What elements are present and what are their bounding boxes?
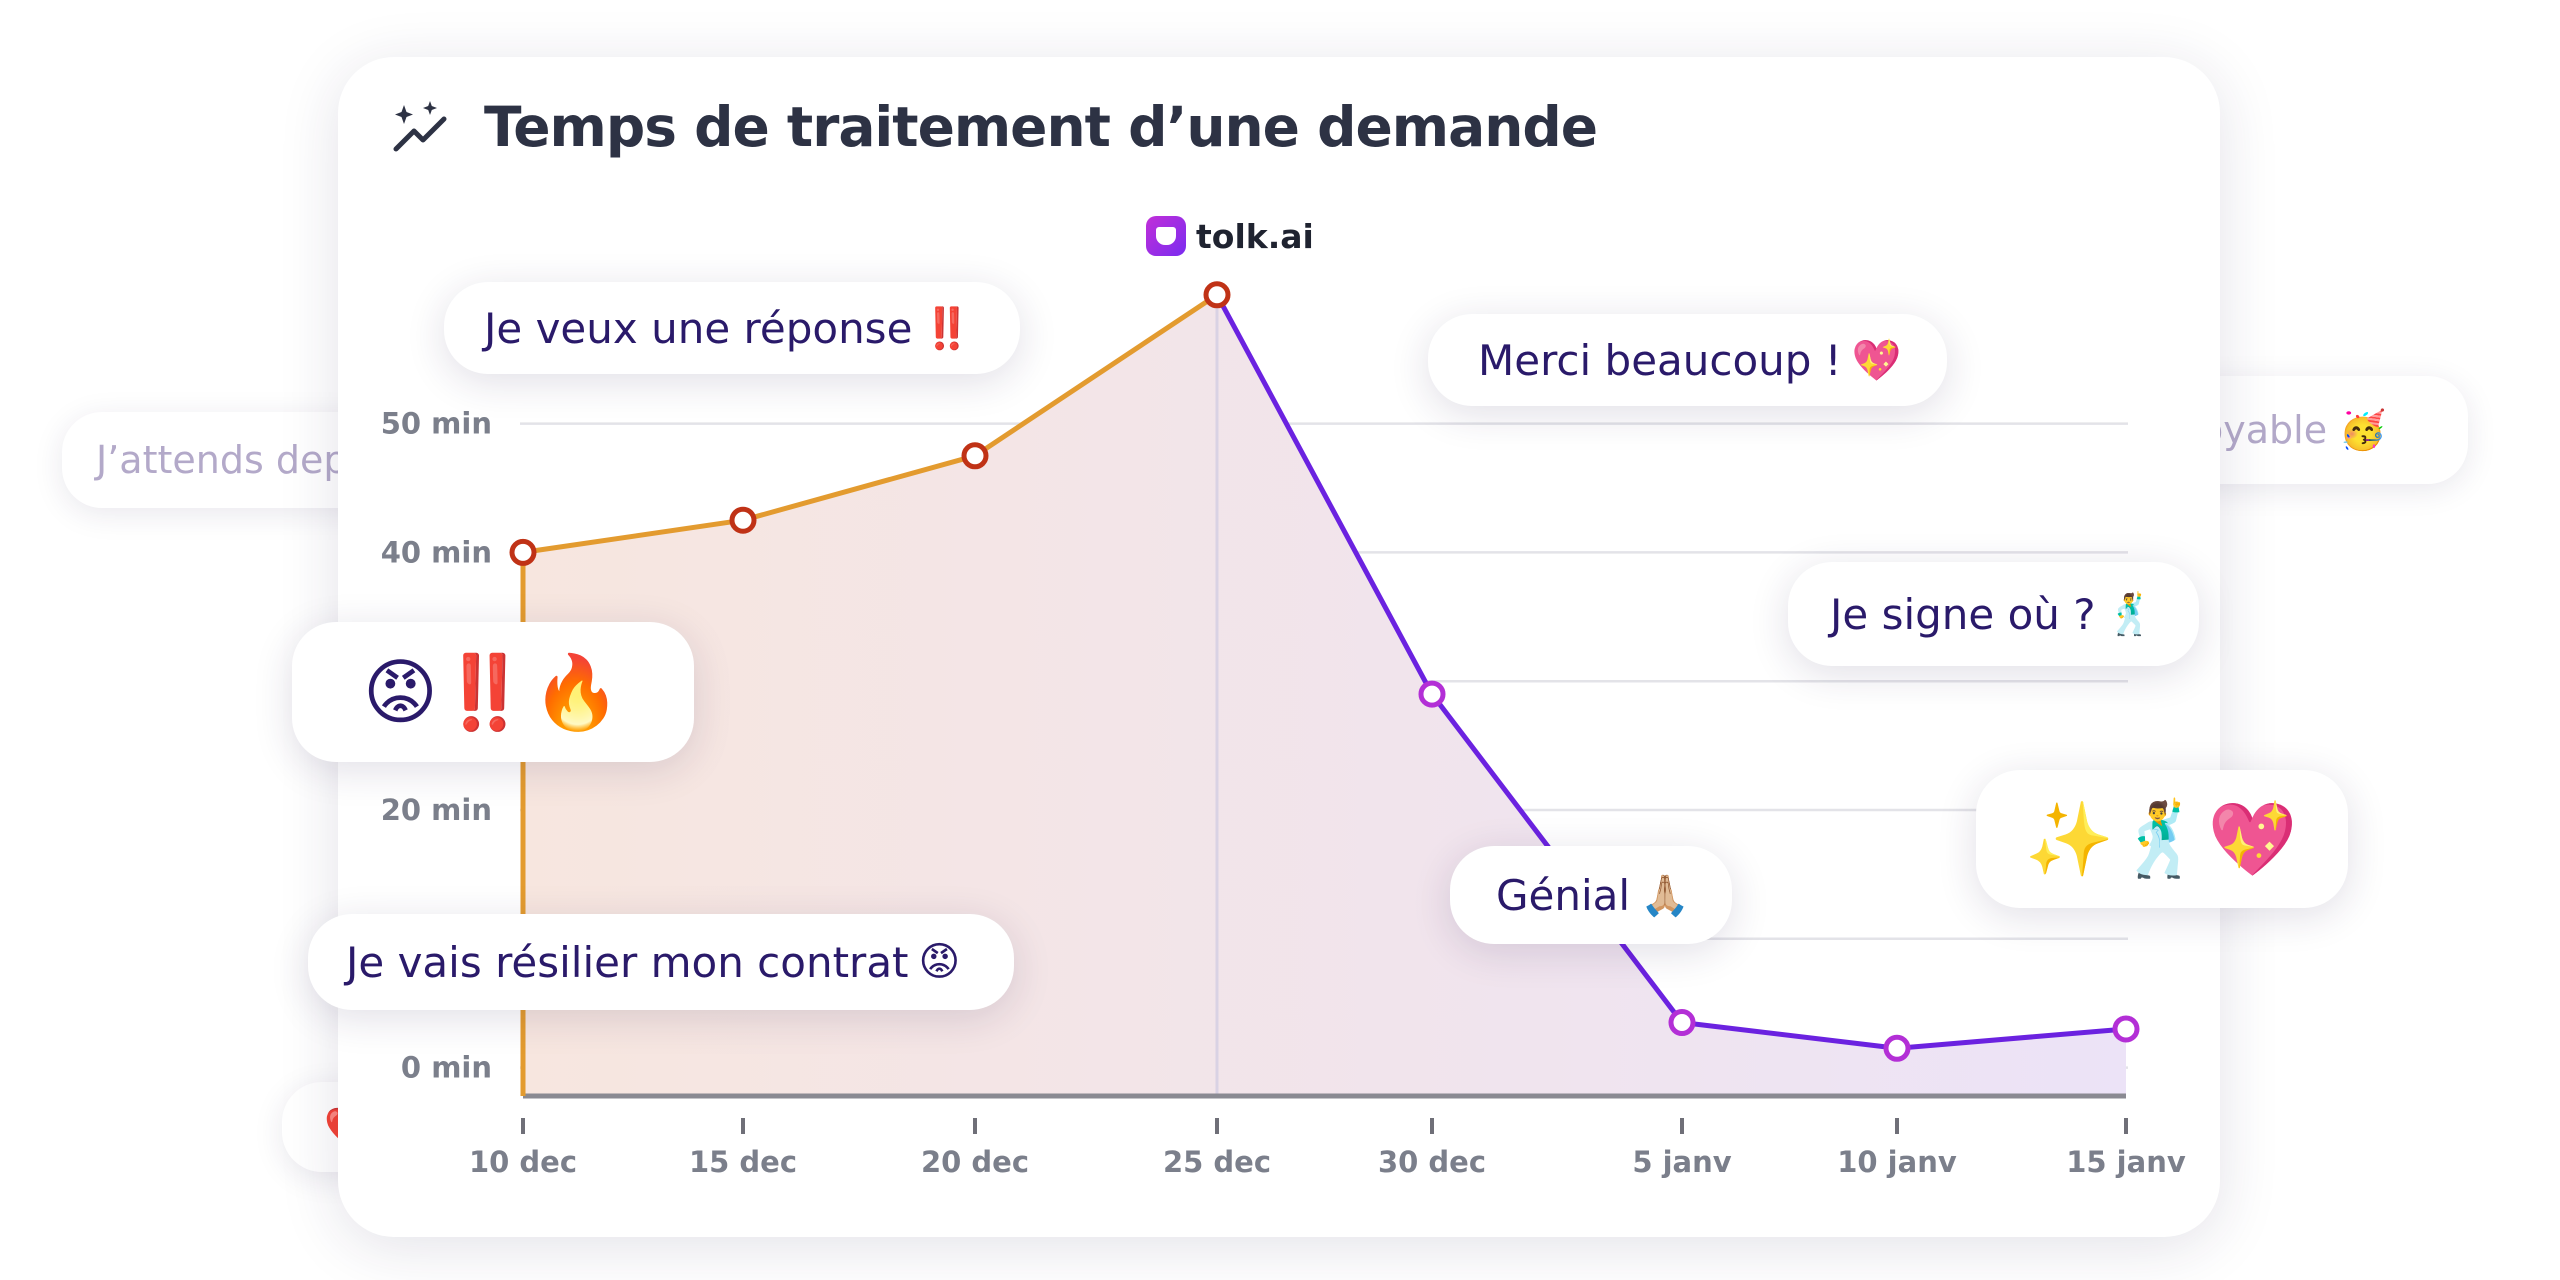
ghost-bubble-right-text: oyable 🥳 (2200, 407, 2387, 452)
sparkles-dancer-heart-icons: ✨🕺💖 (2024, 796, 2300, 881)
ghost-bubble-left-text: J’attends dep (96, 438, 348, 482)
y-tick-label: 20 min (381, 793, 492, 827)
angry-face-icon: 😡 (918, 939, 961, 985)
y-tick-label: 40 min (381, 535, 492, 569)
x-tick-label: 15 janv (2066, 1145, 2186, 1179)
x-tick-label: 25 dec (1163, 1145, 1271, 1179)
y-tick-label: 0 min (401, 1051, 492, 1085)
bubble-text: Je veux une réponse (484, 303, 913, 353)
data-point (1883, 1034, 1911, 1062)
data-point (1668, 1009, 1696, 1037)
bubble-text: Je vais résilier mon contrat (346, 937, 909, 987)
folded-hands-icon: 🙏🏼 (1640, 872, 1690, 919)
tolk-logo-icon (1146, 216, 1186, 256)
data-point (729, 506, 757, 534)
data-point (2112, 1015, 2140, 1043)
bubble-je-veux-une-reponse: Je veux une réponse ‼️ (444, 282, 1021, 374)
bubble-happy-emojis: ✨🕺💖 (1976, 770, 2348, 908)
data-point (1418, 680, 1446, 708)
bubble-je-vais-resilier: Je vais résilier mon contrat 😡 (308, 914, 1015, 1010)
chart-title: Temps de traitement d’une demande (484, 95, 1598, 159)
x-tick-label: 30 dec (1378, 1145, 1486, 1179)
bubble-text: Génial (1496, 870, 1631, 920)
bubble-text: Merci beaucoup ! (1478, 335, 1842, 385)
data-point (1203, 281, 1231, 309)
double-exclamation-icon: ‼️ (922, 305, 973, 352)
bubble-angry-emojis: 😡‼️🔥 (292, 622, 694, 762)
area-fill (523, 294, 2126, 1096)
data-point (509, 538, 537, 566)
bubble-je-signe-ou: Je signe où ? 🕺 (1788, 562, 2200, 666)
data-point (961, 442, 989, 470)
dancer-icon: 🕺 (2105, 591, 2156, 638)
x-tick-label: 15 dec (689, 1145, 797, 1179)
angry-exclamation-fire-icons: 😡‼️🔥 (362, 649, 624, 734)
sparkle-trend-icon (393, 101, 447, 152)
bubble-genial: Génial 🙏🏼 (1450, 846, 1732, 944)
x-tick-label: 10 janv (1837, 1145, 1957, 1179)
sparkling-heart-icon: 💖 (1851, 337, 1902, 384)
series-line-rising (522, 292, 1219, 555)
x-tick-label: 20 dec (921, 1145, 1029, 1179)
x-tick-label: 5 janv (1632, 1145, 1731, 1179)
bubble-text: Je signe où ? (1830, 589, 2096, 639)
bubble-merci-beaucoup: Merci beaucoup ! 💖 (1428, 314, 1948, 406)
brand-watermark: tolk.ai (1146, 216, 1314, 256)
y-tick-label: 50 min (381, 407, 492, 441)
x-tick-label: 10 dec (469, 1145, 577, 1179)
brand-name: tolk.ai (1196, 216, 1314, 256)
chart-header: Temps de traitement d’une demande (390, 95, 1598, 159)
